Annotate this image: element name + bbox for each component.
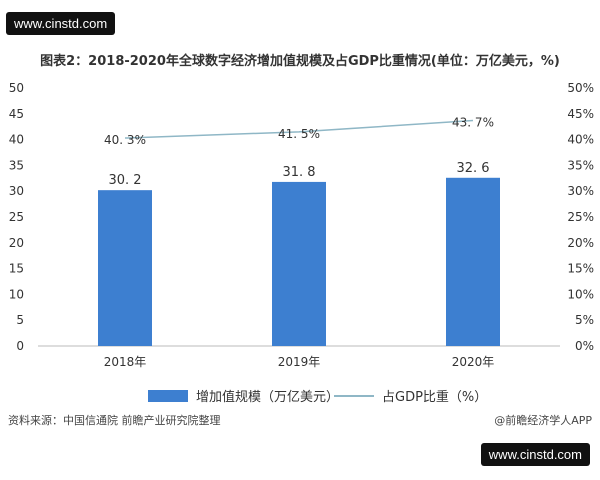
left-axis-tick-label: 40 (9, 133, 24, 147)
left-axis-tick-label: 0 (16, 339, 24, 353)
left-axis-tick-label: 5 (16, 313, 24, 327)
x-axis-tick-label: 2020年 (452, 355, 495, 369)
legend-label-bar: 增加值规模（万亿美元） (196, 390, 340, 405)
source-note: 资料来源：中国信通院 前瞻产业研究院整理 (8, 414, 221, 427)
bar (272, 181, 326, 346)
bar (98, 190, 152, 346)
right-axis-tick-label: 0% (575, 339, 594, 353)
watermark-top: www.cinstd.com (6, 12, 116, 35)
right-axis-tick-label: 20% (567, 236, 594, 250)
left-axis-tick-label: 30 (9, 184, 24, 198)
line-data-label: 41. 5% (278, 127, 320, 141)
right-axis-tick-label: 40% (567, 133, 594, 147)
left-axis-tick-label: 45 (9, 107, 24, 121)
left-axis-tick-label: 50 (9, 81, 24, 95)
bar (446, 177, 500, 346)
left-axis-tick-label: 20 (9, 236, 24, 250)
right-axis-tick-label: 25% (567, 210, 594, 224)
right-axis-tick-label: 35% (567, 158, 594, 172)
right-axis-tick-label: 50% (567, 81, 594, 95)
series-line (124, 119, 474, 139)
line-data-label: 40. 3% (104, 133, 146, 147)
line-data-label: 43. 7% (452, 116, 494, 130)
right-axis-tick-label: 5% (575, 313, 594, 327)
x-axis-tick-label: 2018年 (104, 355, 147, 369)
left-axis-tick-label: 10 (9, 287, 24, 301)
legend-item-line: 占GDP比重（%） (334, 386, 487, 405)
left-axis-tick-label: 15 (9, 262, 24, 276)
left-axis-tick-label: 35 (9, 158, 24, 172)
legend-label-line: 占GDP比重（%） (382, 390, 488, 405)
legend-swatch-bar (148, 389, 188, 402)
x-axis-tick-label: 2019年 (278, 355, 321, 369)
right-axis-tick-label: 15% (567, 262, 594, 276)
right-axis-tick-label: 45% (567, 107, 594, 121)
left-axis-tick-label: 25 (9, 210, 24, 224)
credit-note: @前瞻经济学人APP (494, 414, 592, 427)
bar-data-label: 31. 8 (282, 165, 315, 180)
watermark-bottom: www.cinstd.com (480, 443, 590, 466)
legend-swatch-line (334, 394, 374, 397)
right-axis-tick-label: 30% (567, 184, 594, 198)
right-axis-tick-label: 10% (567, 287, 594, 301)
bar-data-label: 30. 2 (108, 173, 141, 188)
chart-title: 图表2：2018-2020年全球数字经济增加值规模及占GDP比重情况(单位：万亿… (40, 54, 560, 69)
legend-item-bar: 增加值规模（万亿美元） (148, 386, 339, 405)
bar-data-label: 32. 6 (456, 161, 489, 176)
